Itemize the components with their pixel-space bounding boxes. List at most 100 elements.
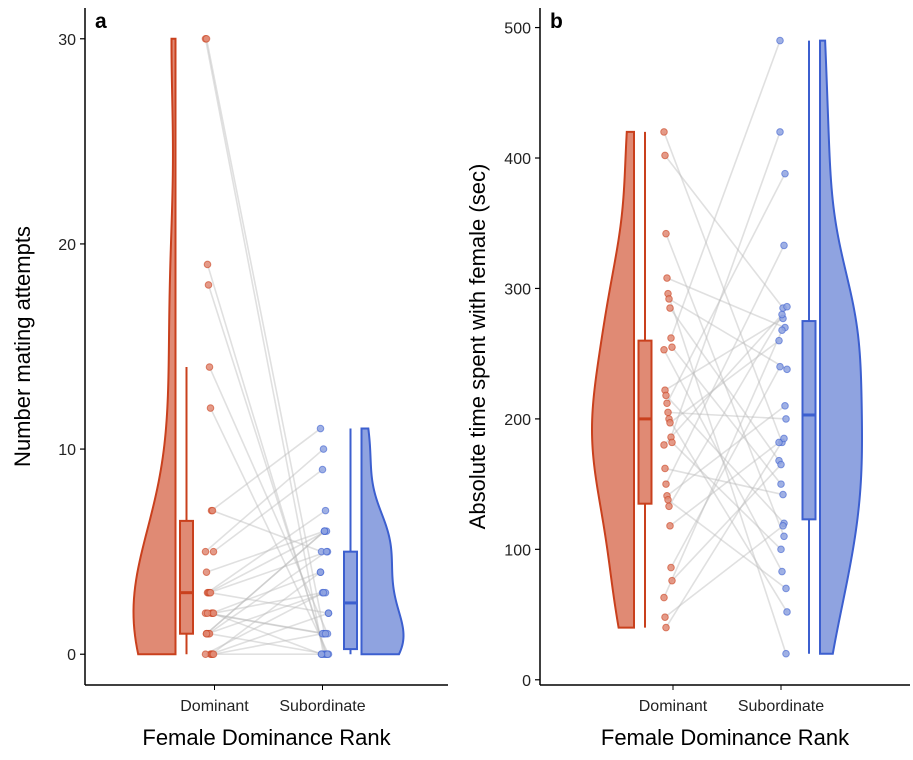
pair-line: [670, 40, 781, 339]
pair-line: [665, 233, 785, 537]
y-tick-label: 100: [504, 542, 531, 559]
y-axis-title: Absolute time spent with female (sec): [465, 164, 490, 530]
pair-line: [209, 407, 330, 655]
point: [322, 547, 331, 556]
y-tick-label: 0: [67, 647, 76, 664]
point: [666, 419, 674, 427]
point: [780, 434, 788, 443]
pair-line: [210, 612, 329, 655]
pair-line: [664, 467, 784, 496]
point: [661, 151, 669, 160]
y-tick-label: 500: [504, 21, 531, 38]
point: [668, 343, 676, 351]
point: [783, 608, 791, 616]
point: [316, 424, 325, 433]
point: [318, 465, 327, 474]
point: [662, 391, 670, 400]
y-tick-label: 30: [58, 32, 76, 49]
pair-line: [211, 571, 321, 655]
pair-line: [206, 264, 327, 655]
pair-line: [663, 349, 783, 572]
pair-line: [209, 632, 328, 656]
point: [667, 334, 675, 342]
box: [179, 519, 194, 635]
x-tick-label: Subordinate: [738, 698, 824, 715]
point: [316, 568, 325, 576]
pair-line: [670, 131, 781, 438]
pair-line: [663, 329, 783, 598]
point: [782, 584, 790, 593]
pair-line: [213, 468, 323, 553]
point: [660, 441, 668, 449]
pair-line: [211, 571, 321, 614]
point: [782, 415, 790, 423]
point: [319, 588, 328, 597]
pair-line: [207, 612, 326, 635]
point: [781, 169, 789, 178]
pair-line: [668, 298, 788, 371]
pair-line: [666, 405, 786, 497]
pair-line: [206, 530, 325, 573]
pair-line: [665, 245, 785, 485]
pair-line: [669, 339, 780, 424]
point: [783, 365, 791, 374]
point: [204, 281, 213, 289]
point: [202, 34, 211, 43]
x-tick-label: Dominant: [639, 698, 708, 715]
pair-line: [663, 131, 783, 443]
point: [206, 588, 215, 597]
pair-line: [213, 632, 323, 656]
pair-line: [204, 38, 325, 655]
pair-line: [204, 448, 325, 553]
point: [201, 650, 210, 659]
pair-line: [207, 591, 326, 635]
pair-line: [205, 612, 324, 635]
pair-line: [666, 277, 786, 329]
box: [637, 339, 653, 505]
point: [778, 326, 786, 334]
point: [778, 567, 786, 576]
point: [775, 438, 783, 447]
x-tick-label: Subordinate: [279, 698, 365, 715]
x-tick-label: Dominant: [180, 698, 249, 715]
y-tick-label: 400: [504, 151, 531, 168]
y-tick-label: 200: [504, 412, 531, 429]
pair-line: [208, 366, 329, 635]
point: [777, 480, 785, 488]
pair-line: [667, 293, 787, 654]
pair-line: [212, 509, 322, 553]
point: [777, 545, 785, 554]
violin: [590, 130, 635, 629]
pair-line: [213, 591, 323, 614]
x-axis-title: Female Dominance Rank: [601, 725, 850, 750]
pair-line: [663, 314, 783, 446]
point: [665, 502, 673, 511]
point: [777, 460, 785, 469]
point: [664, 408, 672, 417]
pair-line: [665, 438, 785, 629]
point: [778, 310, 786, 319]
point: [321, 506, 330, 515]
point: [321, 629, 330, 638]
y-tick-label: 20: [58, 237, 76, 254]
pair-line: [208, 550, 327, 635]
point: [320, 527, 329, 535]
pair-line: [669, 441, 780, 527]
point: [776, 362, 784, 371]
violin: [360, 427, 405, 656]
pair-line: [205, 530, 326, 635]
point: [661, 613, 669, 621]
point: [208, 506, 217, 515]
point: [776, 36, 784, 45]
pair-line: [205, 38, 326, 634]
y-tick-label: 0: [522, 673, 531, 690]
point: [202, 568, 211, 576]
box: [343, 550, 358, 651]
point: [206, 404, 215, 412]
pair-line: [665, 394, 785, 524]
panel-label: a: [95, 10, 107, 33]
pair-line: [210, 591, 329, 614]
violin: [819, 39, 864, 655]
point: [660, 345, 668, 354]
pair-line: [667, 499, 787, 590]
